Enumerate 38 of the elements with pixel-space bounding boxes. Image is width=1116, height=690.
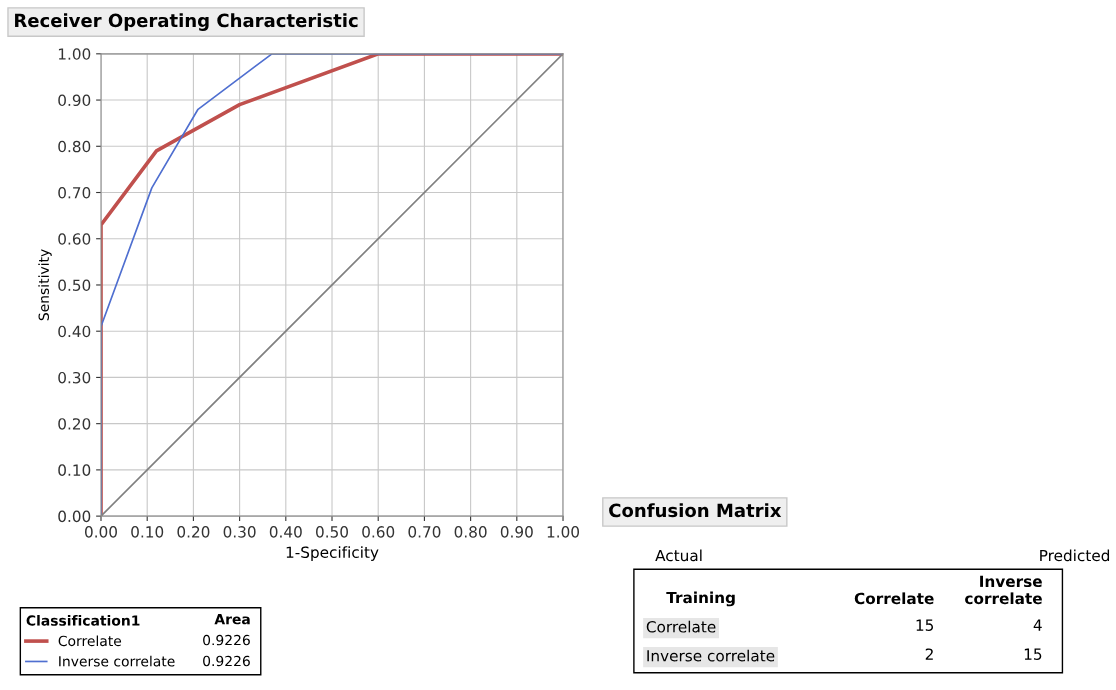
y-tick-label: 0.90 [58,94,91,107]
x-tick-label: 0.00 [85,526,117,538]
text: 0.9226 [203,634,250,646]
legend-title: Classification1 [26,615,140,626]
y-axis-title: Sensitivity [38,249,52,321]
data-label: 2 [925,648,933,660]
data-label: 15 [1024,648,1042,660]
y-tick-label: 0.30 [58,371,91,384]
x-axis-title: Predicted [1040,549,1110,562]
x-tick-label: 0.50 [316,526,348,538]
y-tick-label: 0.40 [58,325,91,338]
y-tick-label: 0.60 [58,233,91,245]
chart-title: Receiver Operating Characteristic [15,13,358,31]
y-tick-label: 0.80 [58,140,91,153]
x-tick-label: 0.30 [223,526,256,538]
y-tick-label: 1.00 [58,48,91,60]
x-tick-label: 0.80 [454,526,487,538]
y-tick-label: 0.10 [58,464,91,476]
y-tick-label: 0.70 [58,186,91,199]
text: 0.9226 [203,655,250,667]
y-tick-label: 0.50 [58,279,91,291]
x-tick-label: 1.00 [547,526,580,538]
x-tick-label: 0.90 [500,526,533,538]
y-axis-title: Actual [655,549,702,562]
text: Area [214,614,250,625]
x-tick-label: 0.70 [408,526,441,538]
chart-title: Confusion Matrix [609,503,782,518]
x-tick-label: 0.40 [269,526,302,538]
x-axis-title: 1-Specificity [286,546,379,561]
y-tick-label: 0.20 [58,418,91,430]
data-label: 15 [916,619,934,631]
line-series [101,53,564,517]
x-tick-label: 0.10 [131,526,164,538]
x-tick-label: 0.60 [362,526,395,538]
y-tick-label: 0.00 [58,510,91,523]
text: Training [666,591,735,607]
x-tick-label: 0.20 [177,526,210,538]
data-label: 4 [1033,619,1042,631]
